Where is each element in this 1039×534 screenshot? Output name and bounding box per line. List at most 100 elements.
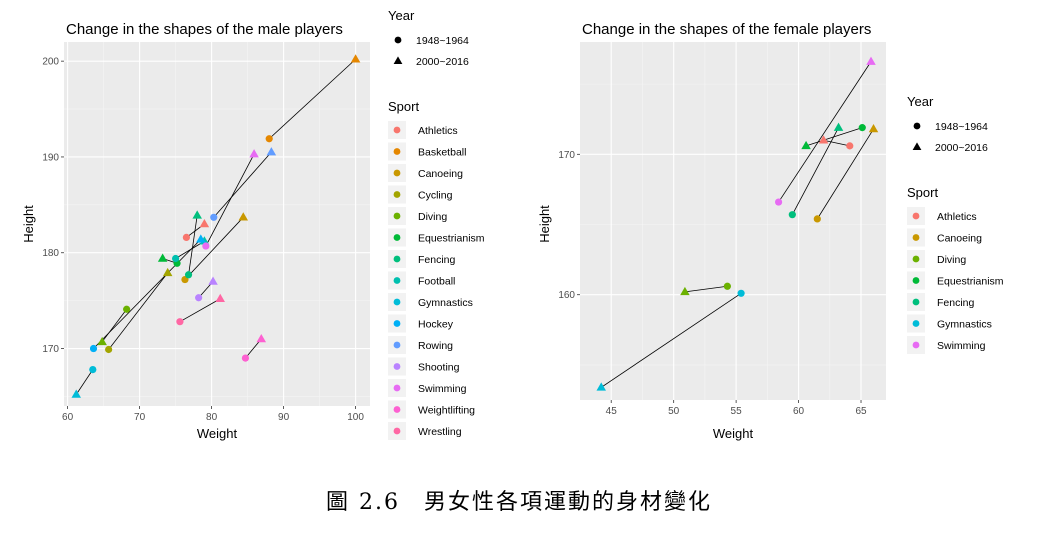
legend-sport-label: Cycling bbox=[418, 190, 453, 202]
rowing-point-2000-2016 bbox=[266, 147, 277, 156]
legend-key-weightlifting bbox=[393, 406, 401, 413]
gymnastics-point-2000-2016 bbox=[71, 389, 81, 398]
legend-sport-label: Equestrianism bbox=[937, 276, 1004, 288]
legend-sport-label: Diving bbox=[418, 211, 447, 223]
female-segments bbox=[601, 61, 874, 388]
football-point-1948-1964 bbox=[172, 254, 180, 263]
legend-key-fencing bbox=[393, 255, 401, 263]
cycling-point-1948-1964 bbox=[105, 345, 113, 354]
legend-key-fencing bbox=[912, 298, 920, 306]
legend-triangle-key bbox=[393, 56, 403, 64]
x-tick-label: 50 bbox=[668, 406, 680, 417]
legend-circle-key bbox=[913, 122, 921, 130]
diving-point-1948-1964 bbox=[723, 282, 731, 290]
male-gridlines bbox=[64, 42, 370, 406]
legend-sport-label: Athletics bbox=[418, 125, 458, 137]
gymnastics-segment bbox=[75, 369, 94, 395]
wrestling-point-2000-2016 bbox=[215, 293, 225, 302]
legend-sport-label: Gymnastics bbox=[937, 319, 992, 331]
gymnastics-point-2000-2016 bbox=[596, 382, 606, 391]
legend-sport-label: Fencing bbox=[937, 297, 975, 309]
swimming-segment bbox=[778, 61, 872, 203]
female-chart-title: Change in the shapes of the female playe… bbox=[582, 21, 871, 38]
male-y-axis-title: Height bbox=[21, 205, 36, 243]
diving-segment bbox=[684, 285, 728, 293]
legend-sport-label: Canoeing bbox=[418, 168, 463, 180]
male-ticks: 60 70 80 90 100 170 180 190 200 bbox=[42, 57, 364, 423]
athletics-point-1948-1964 bbox=[846, 142, 854, 150]
swimming-point-2000-2016 bbox=[249, 149, 259, 158]
hockey-point-1948-1964 bbox=[89, 344, 98, 353]
swimming-point-2000-2016 bbox=[866, 56, 876, 65]
legend-year-label: 1948~1964 bbox=[935, 121, 988, 133]
wrestling-point-1948-1964 bbox=[176, 318, 184, 326]
legend-key-canoeing bbox=[393, 169, 401, 177]
legend-key-equestrianism bbox=[912, 277, 920, 284]
legend-key-swimming bbox=[912, 341, 920, 349]
fencing-point-1948-1964 bbox=[184, 271, 193, 279]
weightlifting-point-1948-1964 bbox=[241, 354, 250, 362]
male-legend-year-title: Year bbox=[388, 8, 415, 23]
x-tick-label: 90 bbox=[278, 412, 290, 423]
equestrianism-point-1948-1964 bbox=[858, 124, 866, 132]
diving-segment bbox=[101, 309, 127, 343]
legend-key-canoeing bbox=[912, 234, 920, 241]
fencing-point-2000-2016 bbox=[192, 210, 202, 219]
swimming-segment bbox=[205, 153, 255, 247]
legend-key-gymnastics bbox=[393, 298, 401, 306]
fencing-point-1948-1964 bbox=[788, 211, 796, 219]
legend-year-label: 2000~2016 bbox=[416, 56, 469, 68]
female-legend-sport-title: Sport bbox=[907, 185, 938, 200]
legend-sport-label: Football bbox=[418, 276, 455, 288]
athletics-point-1948-1964 bbox=[182, 233, 190, 242]
rowing-segment bbox=[213, 151, 272, 218]
equestrianism-point-2000-2016 bbox=[157, 253, 168, 262]
swimming-point-1948-1964 bbox=[202, 242, 210, 250]
x-tick-label: 45 bbox=[606, 406, 618, 417]
legend-key-athletics bbox=[912, 212, 920, 220]
diving-point-2000-2016 bbox=[97, 336, 107, 346]
legend-circle-key bbox=[394, 36, 402, 44]
legend-sport-label: Diving bbox=[937, 254, 966, 266]
legend-sport-label: Athletics bbox=[937, 211, 977, 223]
female-x-axis-title: Weight bbox=[713, 426, 754, 441]
legend-sport-label: Weightlifting bbox=[418, 405, 475, 417]
legend-sport-label: Rowing bbox=[418, 340, 453, 352]
legend-year-label: 2000~2016 bbox=[935, 142, 988, 154]
figure-caption: 圖 2.6 男女性各項運動的身材變化 bbox=[326, 490, 712, 515]
basketball-segment bbox=[268, 58, 356, 140]
y-tick-label: 180 bbox=[42, 248, 59, 259]
basketball-point-2000-2016 bbox=[350, 54, 361, 63]
diving-point-2000-2016 bbox=[680, 286, 690, 296]
legend-key-wrestling bbox=[393, 427, 401, 435]
basketball-point-1948-1964 bbox=[265, 135, 273, 143]
athletics-segment bbox=[823, 139, 850, 147]
weightlifting-point-2000-2016 bbox=[256, 333, 267, 343]
x-tick-label: 100 bbox=[347, 412, 364, 423]
male-points bbox=[71, 54, 361, 398]
y-tick-label: 170 bbox=[42, 344, 59, 355]
female-y-axis-title: Height bbox=[537, 205, 552, 243]
wrestling-segment bbox=[179, 298, 221, 323]
female-points bbox=[596, 56, 879, 391]
legend-sport-label: Equestrianism bbox=[418, 233, 485, 245]
shooting-point-1948-1964 bbox=[195, 294, 203, 302]
legend-sport-label: Fencing bbox=[418, 254, 456, 266]
fencing-segment bbox=[188, 215, 198, 275]
legend-key-swimming bbox=[393, 384, 401, 392]
gymnastics-segment bbox=[601, 292, 742, 388]
gymnastics-point-1948-1964 bbox=[89, 366, 97, 374]
legend-sport-label: Swimming bbox=[418, 383, 467, 395]
male-segments bbox=[75, 58, 356, 395]
legend-key-shooting bbox=[393, 363, 401, 370]
female-gridlines bbox=[580, 42, 886, 400]
legend-triangle-key bbox=[912, 142, 922, 150]
legend-key-hockey bbox=[393, 320, 401, 327]
legend-key-football bbox=[393, 277, 401, 284]
fencing-point-2000-2016 bbox=[833, 122, 844, 131]
legend-key-basketball bbox=[393, 148, 401, 155]
female-chart: Change in the shapes of the female playe… bbox=[537, 21, 1004, 441]
canoeing-point-2000-2016 bbox=[238, 212, 249, 221]
legend-key-athletics bbox=[393, 126, 401, 134]
